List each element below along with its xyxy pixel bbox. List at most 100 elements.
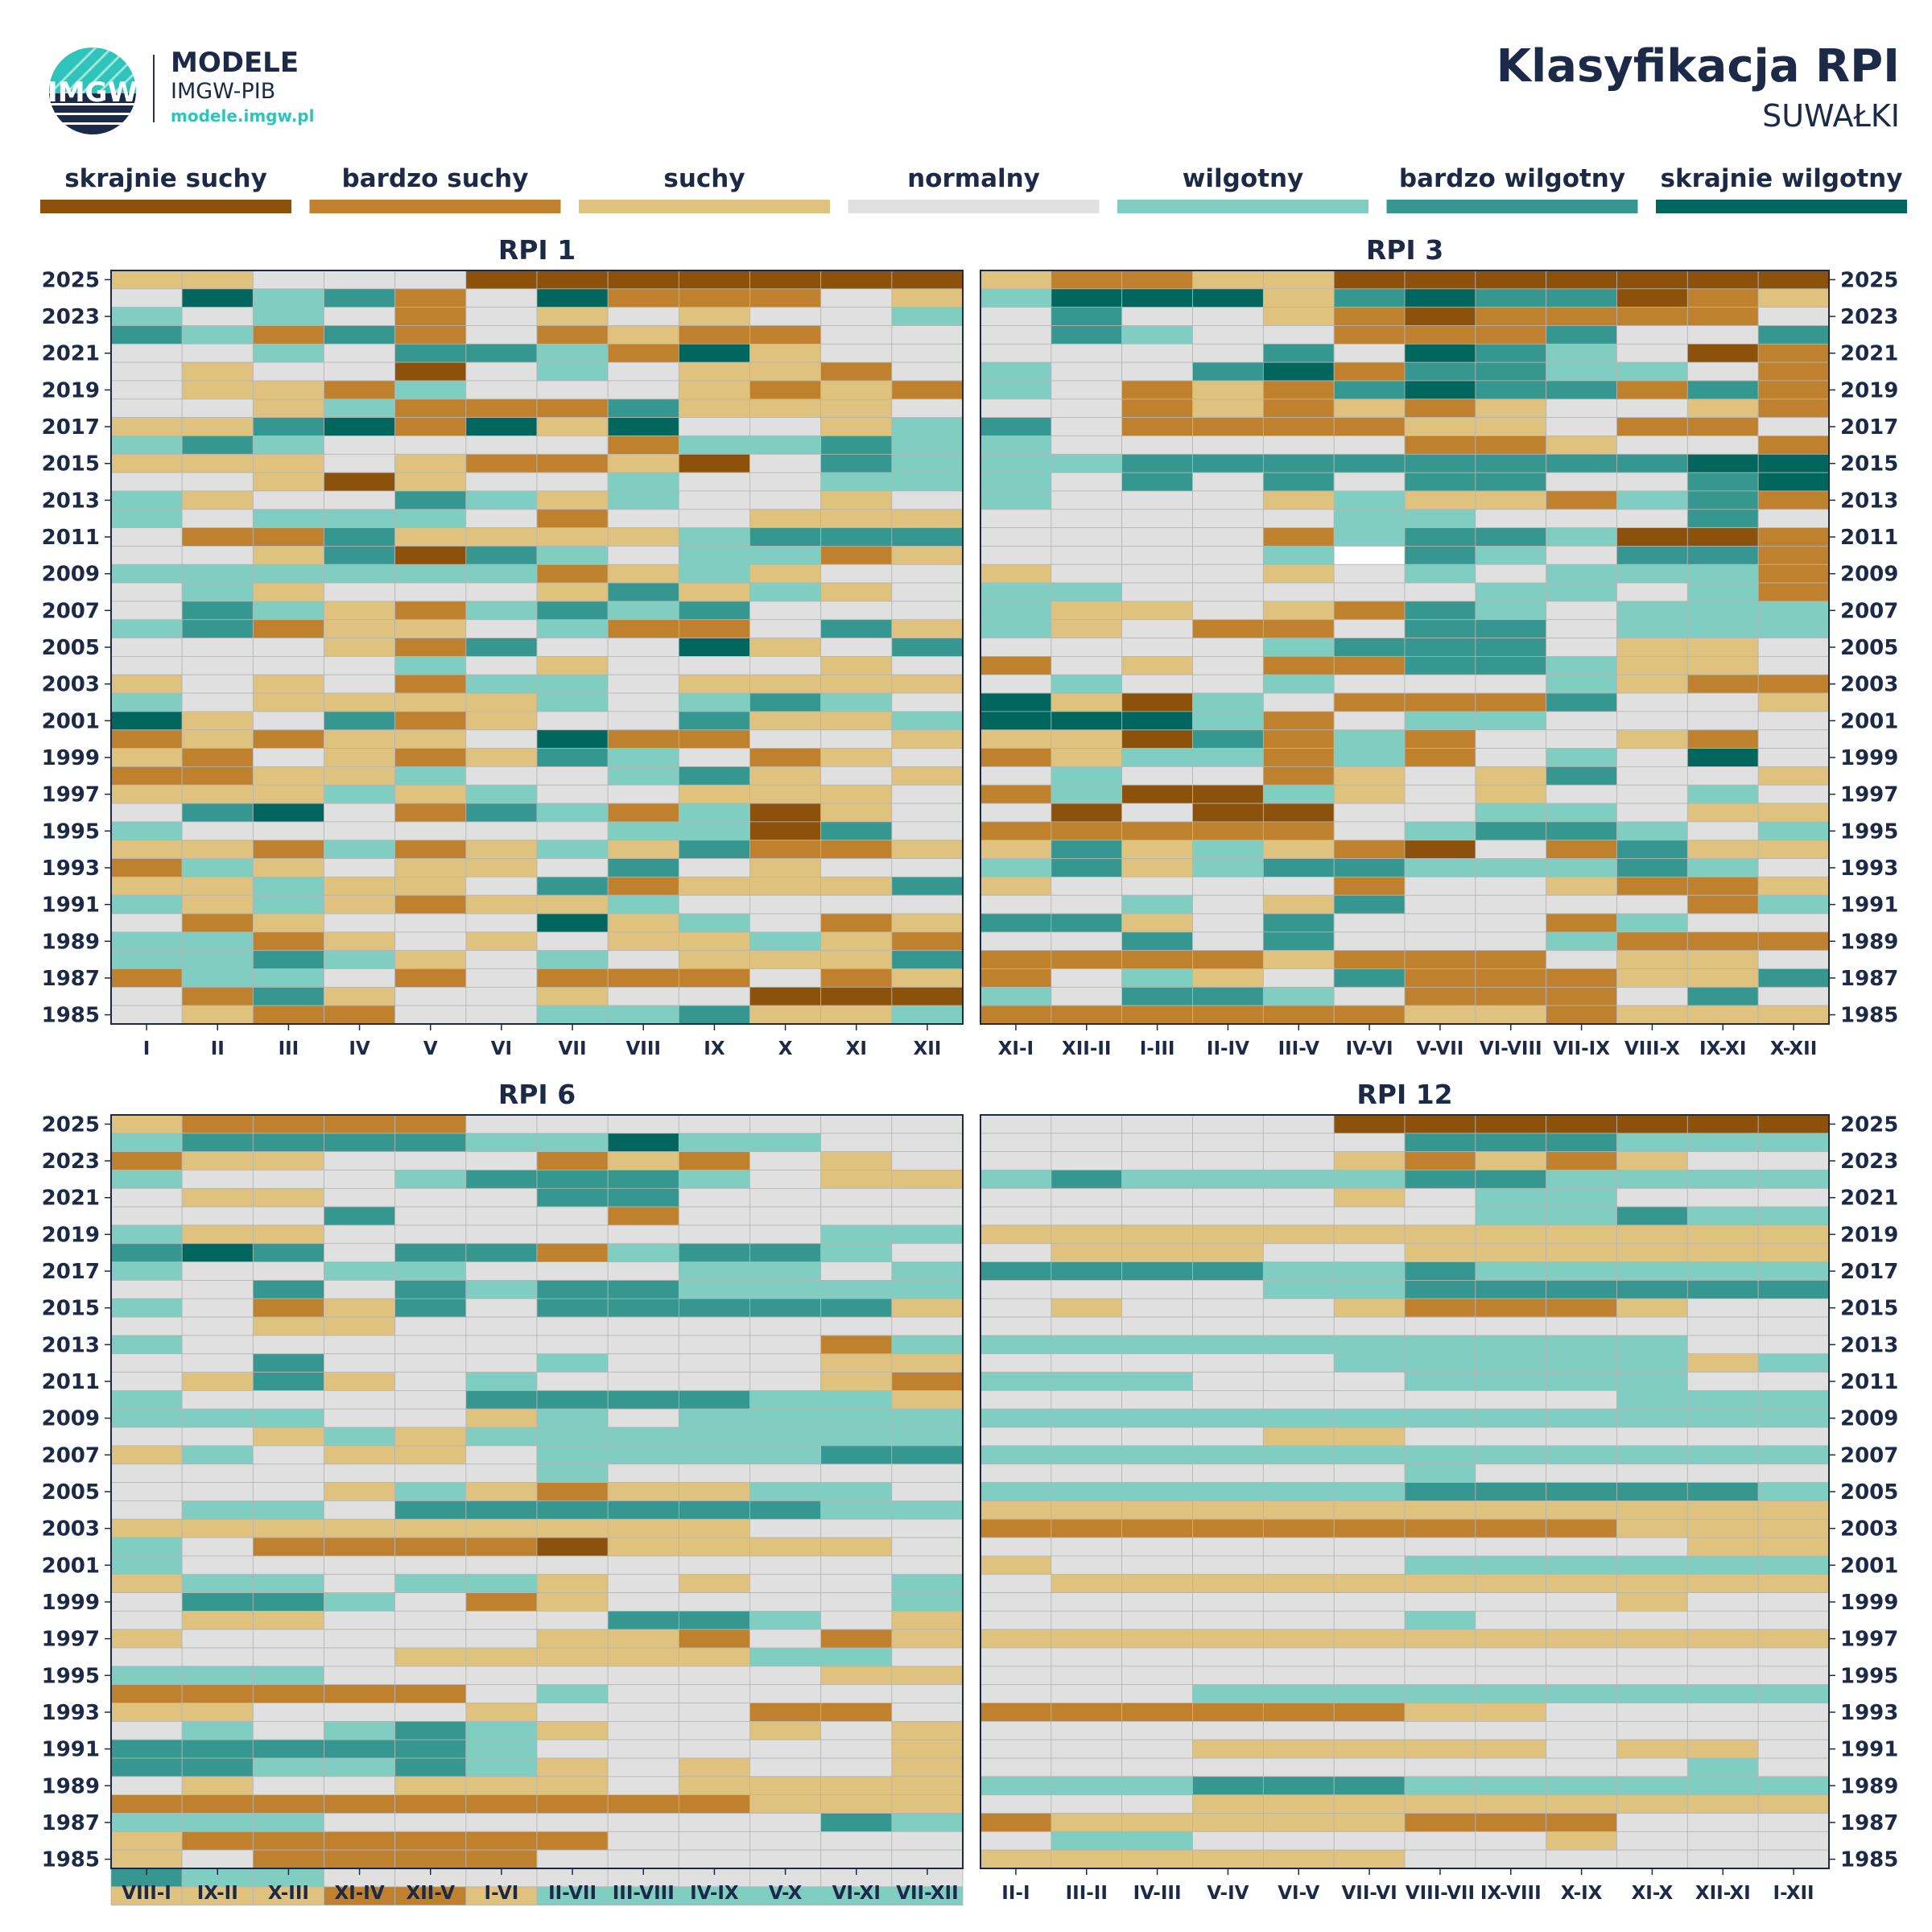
heatmap-cell [536, 968, 609, 988]
heatmap-cell [1262, 876, 1335, 896]
heatmap-cell [324, 1703, 396, 1722]
heatmap-cell [1051, 784, 1123, 804]
heatmap-cell [820, 1133, 893, 1153]
heatmap-cell [1686, 343, 1759, 363]
heatmap-cell [1192, 490, 1264, 510]
heatmap-cell [891, 1703, 964, 1722]
heatmap-cell [181, 1151, 254, 1170]
x-tick-label: V-X [769, 1883, 803, 1904]
heatmap-cell [324, 1574, 396, 1593]
heatmap-cell [678, 1629, 750, 1649]
heatmap-cell [1051, 619, 1123, 638]
heatmap-cell [324, 1720, 396, 1740]
heatmap-cell [536, 1518, 609, 1538]
y-tick-label: 2017 [42, 415, 100, 440]
heatmap-cell [1333, 1592, 1406, 1612]
y-tick-label: 2013 [42, 489, 100, 513]
heatmap-cell [980, 729, 1052, 749]
heatmap-cell [891, 766, 964, 786]
heatmap-cell [536, 1224, 609, 1245]
heatmap-cell [1686, 1372, 1759, 1391]
heatmap-cell [980, 1610, 1052, 1630]
heatmap-cell [980, 1170, 1052, 1189]
heatmap-cell [465, 380, 538, 400]
heatmap-cell [1404, 748, 1476, 767]
heatmap-cell [324, 1151, 396, 1170]
heatmap-cell [1475, 1537, 1547, 1557]
heatmap-cell [607, 1151, 679, 1170]
heatmap-cell [1757, 986, 1830, 1006]
heatmap-cell [1192, 1647, 1264, 1667]
heatmap-cell [1686, 1280, 1759, 1299]
heatmap-cell [980, 472, 1052, 492]
heatmap-cell [1616, 986, 1688, 1006]
heatmap-cell [1404, 453, 1476, 473]
heatmap-cell [1757, 674, 1830, 694]
heatmap-cell [1616, 1114, 1688, 1134]
heatmap-cell [1192, 361, 1264, 382]
heatmap-cell [980, 601, 1052, 621]
heatmap-cell [1546, 729, 1617, 749]
heatmap-cell [181, 803, 254, 823]
heatmap-cell [1404, 656, 1476, 675]
heatmap-cell [1121, 748, 1193, 767]
heatmap-cell [181, 784, 254, 804]
heatmap-cell [536, 656, 609, 675]
heatmap-cell [1192, 1629, 1264, 1649]
heatmap-cell [980, 1280, 1052, 1299]
heatmap-cell [110, 1133, 183, 1153]
heatmap-cell [749, 1629, 822, 1649]
page-title: Klasyfikacja RPI [1496, 40, 1900, 93]
heatmap-cell [1121, 1703, 1193, 1722]
heatmap-cell [1051, 968, 1123, 988]
heatmap-cell [891, 527, 964, 547]
heatmap-cell [324, 692, 396, 712]
heatmap-cell [678, 417, 750, 436]
heatmap-cell [1051, 748, 1123, 767]
heatmap-cell [324, 1298, 396, 1318]
heatmap-cell [536, 1629, 609, 1649]
heatmap-cell [678, 1482, 750, 1501]
heatmap-cell [749, 1005, 822, 1025]
heatmap-cell [1121, 1629, 1193, 1649]
y-tick-label: 2019 [1840, 1223, 1898, 1247]
heatmap-cell [1192, 619, 1264, 638]
heatmap-cell [181, 1720, 254, 1740]
heatmap-cell [980, 1408, 1052, 1428]
heatmap-cell [110, 1206, 183, 1226]
heatmap-cell [891, 1849, 964, 1869]
heatmap-cell [1404, 729, 1476, 749]
heatmap-cell [980, 1114, 1052, 1134]
heatmap-cell [394, 1372, 467, 1391]
y-tick-label: 2019 [42, 1223, 100, 1247]
brand-url[interactable]: modele.imgw.pl [171, 106, 315, 126]
heatmap-cell [110, 1114, 183, 1134]
heatmap-cell [1333, 1170, 1406, 1189]
y-tick-label: 1989 [42, 930, 100, 954]
heatmap-cell [1333, 472, 1406, 492]
heatmap-cell [110, 1610, 183, 1630]
heatmap-cell [181, 1445, 254, 1465]
heatmap-cell [1121, 1610, 1193, 1630]
heatmap-cell [820, 417, 893, 436]
heatmap-cell [1333, 821, 1406, 841]
heatmap-cell [1121, 582, 1193, 602]
heatmap-cell [465, 1592, 538, 1612]
heatmap-cell [252, 1647, 324, 1667]
heatmap-cell [607, 1445, 679, 1465]
heatmap-cell [324, 361, 396, 382]
heatmap-cell [110, 1757, 183, 1777]
heatmap-cell [749, 436, 822, 455]
heatmap-cell [980, 1831, 1052, 1851]
x-tick-label: VII-VI [1342, 1883, 1397, 1904]
heatmap-cell [1546, 1720, 1617, 1740]
heatmap-cell [891, 821, 964, 841]
heatmap-cell [1546, 1133, 1617, 1153]
heatmap-cell [394, 692, 467, 712]
x-tick-label: IV-III [1133, 1883, 1182, 1904]
heatmap-cell [536, 1243, 609, 1263]
heatmap-cell [891, 490, 964, 510]
heatmap-cell [1262, 436, 1335, 455]
heatmap-cell [607, 472, 679, 492]
heatmap-cell [181, 1647, 254, 1667]
